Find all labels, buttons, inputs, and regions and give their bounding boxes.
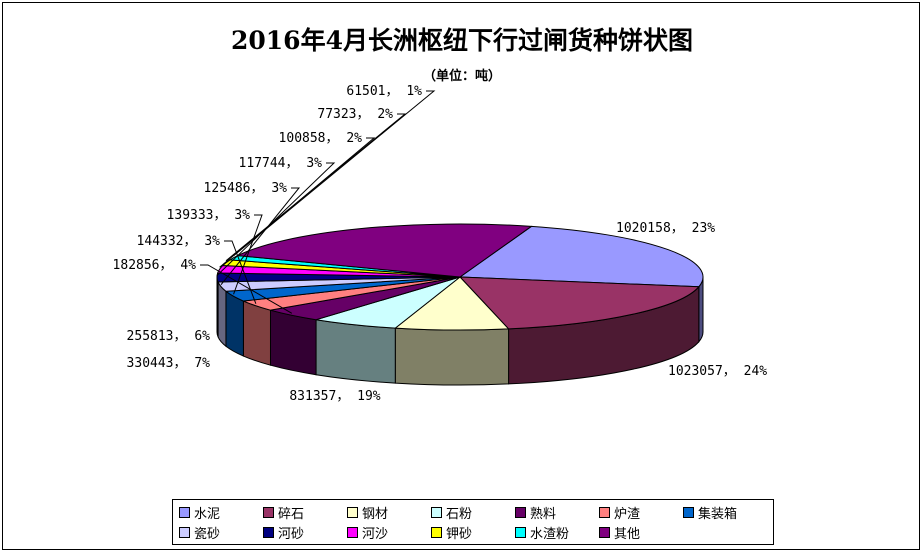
slice-石粉-side <box>315 319 396 384</box>
legend-item-钢材: 钢材 <box>347 503 389 522</box>
slice-其他-top <box>235 223 533 278</box>
slice-炉渣-data-label: 144332， 3% <box>137 234 221 249</box>
legend-label: 石粉 <box>446 506 473 522</box>
legend-label: 钢材 <box>362 506 389 522</box>
slice-瓷砂-leader-line <box>220 187 301 285</box>
legend-item-碎石: 碎石 <box>263 503 305 522</box>
legend-swatch <box>515 506 526 518</box>
legend-swatch <box>515 526 526 538</box>
slice-河砂-data-label: 117744， 3% <box>239 156 323 171</box>
slice-河砂-leader-line <box>216 162 336 276</box>
slice-河砂-side <box>216 276 219 338</box>
pie-tops <box>216 223 704 331</box>
slice-集装箱-side <box>225 290 244 357</box>
slice-集装箱-leader-line <box>233 214 263 295</box>
legend-item-其他: 其他 <box>599 523 641 542</box>
legend-label: 其他 <box>614 526 641 542</box>
legend-swatch <box>179 526 190 538</box>
slice-钾砂-data-label: 77323， 2% <box>317 107 393 122</box>
slice-钾砂-leader-line <box>225 113 407 262</box>
legend-item-熟料: 熟料 <box>515 503 557 522</box>
slice-熟料-side <box>269 309 317 376</box>
legend-item-钾砂: 钾砂 <box>431 523 473 542</box>
leader-lines <box>200 90 436 314</box>
slice-碎石-data-label: 831357， 19% <box>289 389 380 404</box>
legend-swatch <box>179 506 190 518</box>
legend-swatch <box>599 526 610 538</box>
slice-河沙-data-label: 100858， 2% <box>279 131 363 146</box>
legend-label: 河砂 <box>278 526 305 542</box>
slice-水泥-data-label: 1023057， 24% <box>668 364 767 379</box>
pie-sides <box>216 276 704 386</box>
legend-label: 水渣粉 <box>530 526 570 542</box>
legend-item-水渣粉: 水渣粉 <box>515 523 570 542</box>
legend-label: 河沙 <box>362 526 389 542</box>
slice-炉渣-side <box>242 300 271 366</box>
slice-钢材-data-label: 330443， 7% <box>127 356 211 371</box>
legend-swatch <box>347 506 358 518</box>
slice-其他-data-label: 1020158， 23% <box>616 221 715 236</box>
legend-label: 集装箱 <box>698 506 738 522</box>
chart-subtitle: （单位：吨） <box>422 69 501 84</box>
slice-瓷砂-data-label: 125486， 3% <box>204 181 288 196</box>
legend-label: 瓷砂 <box>194 526 221 542</box>
legend-label: 熟料 <box>530 506 557 522</box>
slice-炉渣-leader-line <box>224 240 257 304</box>
slice-集装箱-data-label: 139333， 3% <box>167 208 251 223</box>
legend-item-石粉: 石粉 <box>431 503 473 522</box>
legend-swatch <box>263 506 274 518</box>
slice-水渣粉-data-label: 61501， 1% <box>346 84 422 99</box>
slice-熟料-leader-line <box>200 264 293 314</box>
legend-label: 水泥 <box>194 506 221 522</box>
slice-瓷砂-side <box>217 281 227 348</box>
legend-label: 碎石 <box>278 506 305 522</box>
legend-label: 钾砂 <box>446 526 473 542</box>
legend-swatch <box>599 506 610 518</box>
legend-label: 炉渣 <box>614 506 641 522</box>
slice-钢材-top <box>393 276 510 331</box>
legend-item-瓷砂: 瓷砂 <box>179 523 221 542</box>
slice-水渣粉-leader-line <box>233 90 436 257</box>
legend-swatch <box>431 526 442 538</box>
legend-item-水泥: 水泥 <box>179 503 221 522</box>
legend-item-集装箱: 集装箱 <box>683 503 738 522</box>
chart-legend: 水泥 碎石 钢材 石粉 熟料 炉渣 集装箱瓷砂 河砂 河沙 钾砂 水渣粉 其他 <box>172 499 774 545</box>
slice-钢材-side <box>394 327 510 386</box>
legend-swatch <box>347 526 358 538</box>
legend-swatch <box>683 506 694 518</box>
legend-swatch <box>431 506 442 518</box>
slice-碎石-top <box>458 276 700 330</box>
legend-swatch <box>263 526 274 538</box>
legend-item-河沙: 河沙 <box>347 523 389 542</box>
data-labels: 1023057， 24% 831357， 19% 330443， 7% 255813，… <box>113 84 768 404</box>
slice-石粉-data-label: 255813， 6% <box>127 329 211 344</box>
legend-item-炉渣: 炉渣 <box>599 503 641 522</box>
legend-item-河砂: 河砂 <box>263 523 305 542</box>
chart-title: 2016年4月长洲枢纽下行过闸货种饼状图 <box>231 26 693 55</box>
slice-水泥-top <box>458 225 704 288</box>
slice-熟料-data-label: 182856， 4% <box>113 258 197 273</box>
